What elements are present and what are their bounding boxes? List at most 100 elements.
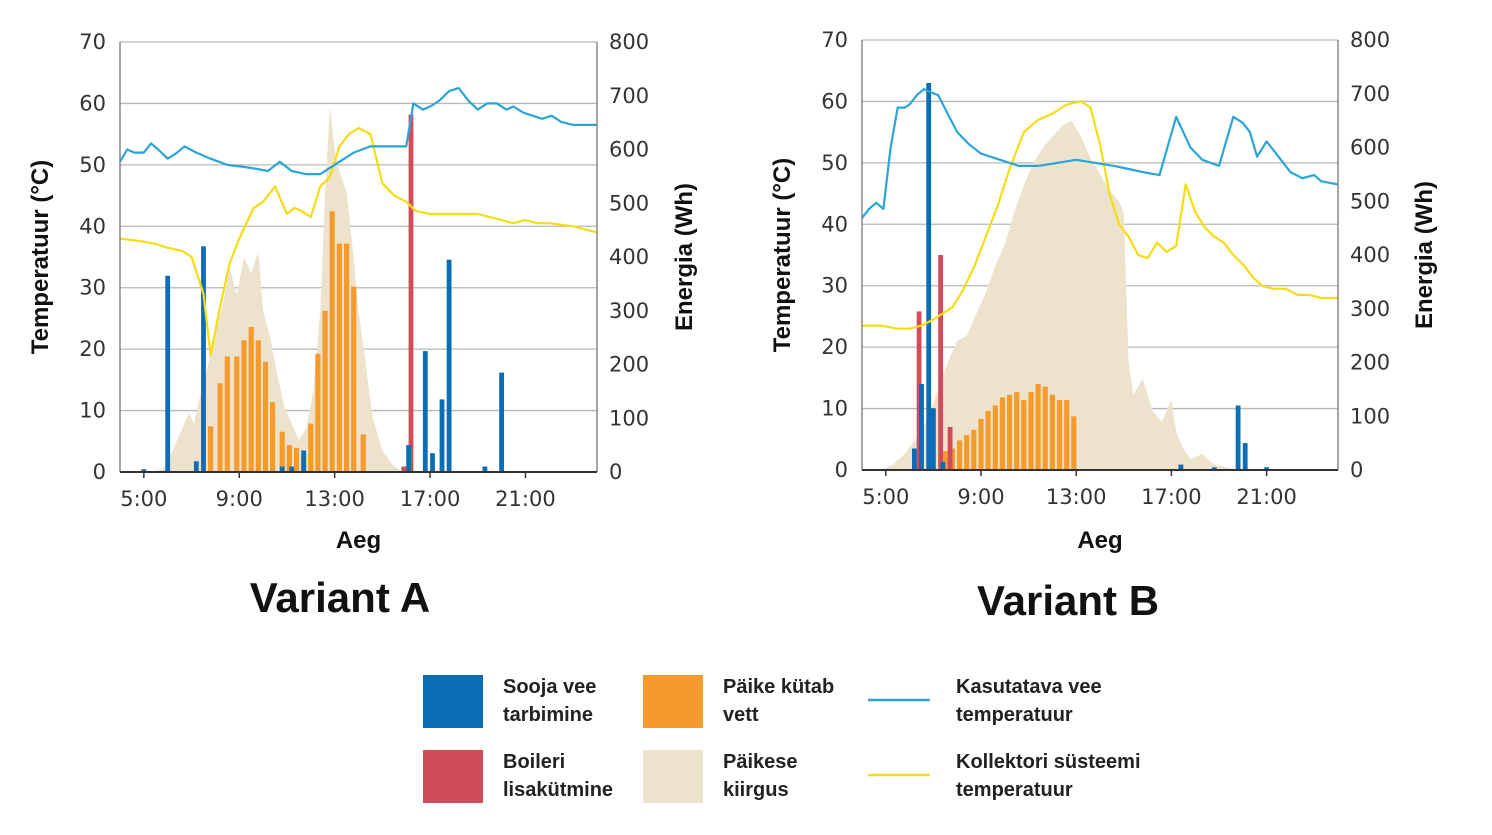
- chart-title: Variant B: [977, 577, 1159, 624]
- legend-label: Boileri: [503, 751, 565, 773]
- bar-paike-kutab-vett: [964, 435, 970, 470]
- tick-label-left: 60: [79, 91, 106, 115]
- line-kasutatava-vee-temperatuur: [861, 87, 1339, 219]
- tick-label-left: 40: [821, 212, 848, 236]
- legend-label: Päikese: [723, 751, 798, 773]
- tick-label-left: 0: [835, 458, 848, 482]
- tick-label-x: 5:00: [120, 487, 167, 511]
- bar-paike-kutab-vett: [942, 451, 948, 470]
- tick-label-right: 800: [1350, 28, 1390, 52]
- bar-paike-kutab-vett: [1021, 400, 1027, 470]
- tick-label-left: 70: [821, 28, 848, 52]
- tick-label-right: 0: [1350, 458, 1363, 482]
- series-sooja-vee-tarbimine: [912, 83, 1269, 470]
- bar-sooja-vee-tarbimine: [1211, 467, 1217, 470]
- tick-label-right: 700: [609, 84, 649, 108]
- bar-sooja-vee-tarbimine: [446, 259, 452, 472]
- tick-label-right: 600: [1350, 136, 1390, 160]
- bar-paike-kutab-vett: [978, 418, 984, 470]
- legend-swatch: [643, 750, 703, 803]
- bar-paike-kutab-vett: [971, 429, 977, 470]
- bar-paike-kutab-vett: [360, 434, 366, 472]
- bar-paike-kutab-vett: [336, 243, 342, 472]
- y-axis-title-right: Energia (Wh): [1411, 181, 1438, 329]
- tick-label-x: 21:00: [495, 487, 556, 511]
- bar-sooja-vee-tarbimine: [940, 461, 946, 470]
- bar-sooja-vee-tarbimine: [406, 445, 411, 472]
- y-axis-title-left: Temperatuur (°C): [27, 160, 54, 355]
- tick-label-left: 70: [79, 30, 106, 54]
- x-axis-title: Aeg: [1077, 527, 1122, 554]
- bar-paike-kutab-vett: [1049, 394, 1055, 471]
- bar-paike-kutab-vett: [315, 353, 321, 473]
- bar-sooja-vee-tarbimine: [201, 246, 206, 473]
- legend-item-paike: Päike kütab vett: [643, 675, 834, 728]
- tick-label-left: 50: [79, 153, 106, 177]
- bar-paike-kutab-vett: [224, 356, 230, 472]
- chart-variant-a: 0102030405060700100200300400500600700800…: [27, 30, 698, 621]
- chart-variant-b: 0102030405060700100200300400500600700800…: [769, 28, 1438, 624]
- bar-sooja-vee-tarbimine: [1235, 405, 1241, 470]
- line-kollektori-susteemi-temperatuur: [862, 100, 1338, 330]
- legend-item-kiirgus: Päikese kiirgus: [643, 750, 798, 803]
- bar-sooja-vee-tarbimine: [279, 466, 285, 472]
- tick-label-right: 400: [609, 245, 649, 269]
- legend-label: tarbimine: [503, 704, 593, 726]
- tick-label-left: 20: [821, 335, 848, 359]
- chart-title: Variant A: [250, 574, 431, 621]
- bar-paike-kutab-vett: [248, 326, 254, 472]
- legend-item-boiler: Boileri lisakütmine: [423, 750, 613, 803]
- tick-label-x: 9:00: [957, 485, 1004, 509]
- legend-label: Sooja vee: [503, 676, 596, 698]
- tick-label-x: 9:00: [216, 487, 263, 511]
- y-axis-title-right: Energia (Wh): [671, 183, 698, 331]
- bar-sooja-vee-tarbimine: [301, 450, 307, 472]
- bar-paike-kutab-vett: [208, 426, 214, 472]
- bar-paike-kutab-vett: [234, 356, 240, 472]
- bar-sooja-vee-tarbimine: [193, 461, 199, 473]
- bar-paike-kutab-vett: [1006, 394, 1013, 471]
- bar-paike-kutab-vett: [293, 447, 300, 472]
- bar-sooja-vee-tarbimine: [919, 384, 924, 470]
- tick-label-right: 0: [609, 460, 622, 484]
- tick-label-left: 40: [79, 214, 106, 238]
- bar-paike-kutab-vett: [1028, 392, 1034, 470]
- bar-paike-kutab-vett: [322, 310, 328, 473]
- bar-paike-kutab-vett: [262, 361, 269, 472]
- tick-label-left: 30: [79, 276, 106, 300]
- bar-boileri-lisakutmine: [408, 114, 414, 472]
- bar-sooja-vee-tarbimine: [926, 83, 932, 470]
- tick-label-left: 50: [821, 151, 848, 175]
- bar-boileri-lisakutmine: [947, 427, 953, 470]
- line-kasutatava-vee-temperatuur: [119, 86, 597, 176]
- bar-boileri-lisakutmine: [401, 466, 407, 472]
- bar-paike-kutab-vett: [270, 402, 276, 472]
- legend-label: temperatuur: [956, 779, 1073, 801]
- bar-sooja-vee-tarbimine: [141, 469, 147, 472]
- bar-sooja-vee-tarbimine: [422, 351, 428, 472]
- tick-label-left: 60: [821, 89, 848, 113]
- legend-label: temperatuur: [956, 704, 1073, 726]
- tick-label-right: 200: [609, 353, 649, 377]
- bar-paike-kutab-vett: [255, 340, 261, 472]
- x-axis-title: Aeg: [336, 527, 381, 554]
- tick-label-x: 13:00: [304, 487, 365, 511]
- y-axis-title-left: Temperatuur (°C): [769, 158, 796, 353]
- bar-paike-kutab-vett: [344, 243, 350, 472]
- legend: Sooja vee tarbimine Boileri lisakütmine Päik…: [423, 675, 1141, 803]
- tick-label-x: 13:00: [1046, 485, 1107, 509]
- legend-item-kasutatava: Kasutatava vee temperatuur: [868, 676, 1102, 726]
- bar-sooja-vee-tarbimine: [439, 399, 445, 472]
- bar-paike-kutab-vett: [329, 211, 335, 473]
- bar-paike-kutab-vett: [286, 445, 292, 472]
- bar-sooja-vee-tarbimine: [912, 448, 917, 470]
- bar-sooja-vee-tarbimine: [482, 466, 488, 472]
- bar-sooja-vee-tarbimine: [1264, 467, 1269, 470]
- bar-paike-kutab-vett: [1042, 386, 1048, 470]
- bar-paike-kutab-vett: [992, 405, 998, 470]
- legend-label: lisakütmine: [503, 779, 613, 801]
- legend-swatch: [423, 675, 483, 728]
- tick-label-right: 100: [609, 406, 649, 430]
- legend-label: vett: [723, 704, 759, 726]
- bar-sooja-vee-tarbimine: [289, 466, 295, 472]
